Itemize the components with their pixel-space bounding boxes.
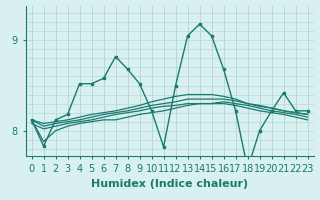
X-axis label: Humidex (Indice chaleur): Humidex (Indice chaleur) bbox=[91, 179, 248, 189]
